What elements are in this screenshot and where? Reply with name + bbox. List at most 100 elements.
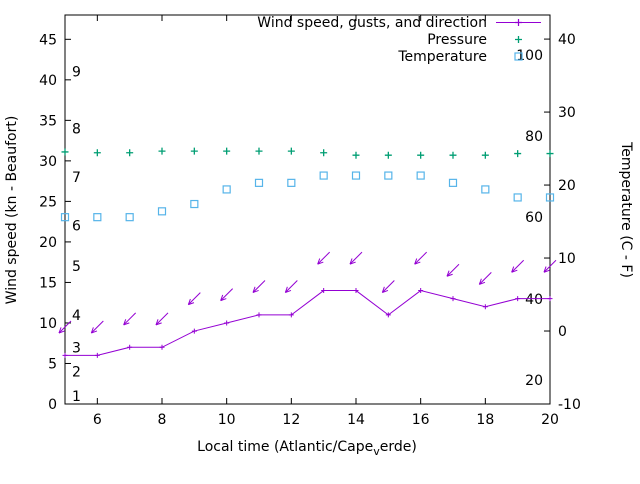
fahrenheit-label: 100 [516,48,543,64]
x-tick-label: 18 [476,412,494,428]
beaufort-scale-labels: 1 2 3 4 5 6 7 8 9 [72,65,81,405]
beaufort-label: 5 [72,259,81,275]
pressure-marker [287,147,295,155]
pressure-marker [126,149,134,157]
x-tick-label: 16 [412,412,430,428]
legend: Wind speed, gusts, and direction Pressur… [257,15,541,65]
beaufort-label: 7 [72,170,81,186]
left-axis-ticks: 0 5 10 15 20 25 30 35 40 45 [39,32,71,413]
gust-direction-arrow [543,259,557,273]
pressure-marker [320,149,328,157]
pressure-marker [190,147,198,155]
pressure-marker [352,151,360,159]
pressure-marker [514,150,522,158]
left-tick-label: 20 [39,235,57,251]
legend-samples [496,19,541,61]
temperature-marker [351,171,361,180]
pressure-marker [158,147,166,155]
beaufort-label: 1 [72,389,81,405]
legend-label-temperature: Temperature [397,49,487,65]
x-axis-ticks: 6 8 10 12 14 16 18 20 [93,15,559,428]
temperature-marker [190,199,199,209]
x-axis-label-pre: Local time (Atlantic/Cape [197,439,373,455]
wind-point-marker [62,352,68,358]
x-tick-label: 6 [93,412,102,428]
beaufort-label: 8 [72,121,81,137]
gust-direction-arrow [349,251,363,265]
fahrenheit-scale-labels: 20 40 60 80 100 [516,48,543,389]
right-tick-label: 20 [558,178,576,194]
beaufort-label: 6 [72,219,81,235]
pressure-series [61,147,554,159]
wind-point-marker [450,296,456,302]
pressure-marker [417,151,425,159]
left-tick-label: 15 [39,275,57,291]
legend-label-wind: Wind speed, gusts, and direction [257,15,487,31]
temperature-marker [513,193,522,202]
wind-point-marker [385,312,391,318]
x-axis-label: Local time (Atlantic/Capeverde) [197,439,417,458]
wind-point-marker [256,312,262,318]
gust-direction-arrow [252,280,266,293]
right-axis-ticks: -10 0 10 20 30 40 [544,32,581,413]
gust-direction-arrow [90,320,104,334]
temperature-marker [287,178,296,187]
fahrenheit-label: 80 [525,129,543,145]
gust-direction-arrow [123,312,137,326]
x-tick-label: 20 [541,412,559,428]
temperature-marker [319,171,328,180]
temperature-marker [254,178,264,187]
fahrenheit-label: 20 [525,373,543,389]
left-tick-label: 45 [39,32,57,48]
y-left-axis-label: Wind speed (kn - Beaufort) [4,116,20,305]
gust-direction-arrow [511,259,525,273]
wind-point-marker [547,296,553,302]
left-tick-label: 40 [39,73,57,89]
pressure-marker [449,151,457,159]
plot-area: 6 8 10 12 14 16 18 20051015202530354045-1001020… [39,14,581,428]
temperature-marker [384,171,393,180]
gust-direction-arrow [284,280,298,293]
wind-speed-series [62,288,553,358]
left-tick-label: 5 [48,356,57,372]
x-axis-label-post: erde) [380,439,417,455]
beaufort-label: 9 [72,65,81,81]
fahrenheit-label: 60 [525,210,543,226]
temperature-marker [545,193,555,202]
wind-point-marker [191,328,197,334]
gust-direction-arrow [317,251,331,265]
pressure-marker [481,151,489,159]
right-tick-label: -10 [558,397,581,413]
wind-speed-line [65,289,550,356]
right-tick-label: 40 [558,32,576,48]
wind-point-marker [94,352,100,358]
left-tick-label: 25 [39,194,57,210]
x-tick-label: 10 [218,412,236,428]
wind-point-marker [288,312,294,318]
x-tick-label: 8 [158,412,167,428]
gust-direction-arrow [220,288,234,302]
gust-direction-arrow [58,320,72,334]
gust-direction-arrow [478,272,492,285]
wind-point-marker [515,296,521,302]
pressure-marker [93,149,101,157]
gust-direction-arrow [381,280,395,293]
pressure-marker [384,151,392,159]
left-tick-label: 10 [39,316,57,332]
temperature-marker [448,178,458,187]
wind-point-marker [353,288,359,294]
fahrenheit-label: 40 [525,292,543,308]
pressure-marker [223,147,231,155]
y-right-axis-label: Temperature (C - F) [618,141,634,278]
gust-direction-arrow [414,251,428,265]
left-tick-label: 35 [39,113,57,129]
pressure-marker [546,150,554,158]
beaufort-label: 2 [72,365,81,381]
legend-sample-plus [515,36,522,43]
wind-point-marker [482,304,488,310]
temperature-marker [481,185,490,194]
beaufort-label: 4 [72,308,81,324]
wind-point-marker [159,344,165,350]
